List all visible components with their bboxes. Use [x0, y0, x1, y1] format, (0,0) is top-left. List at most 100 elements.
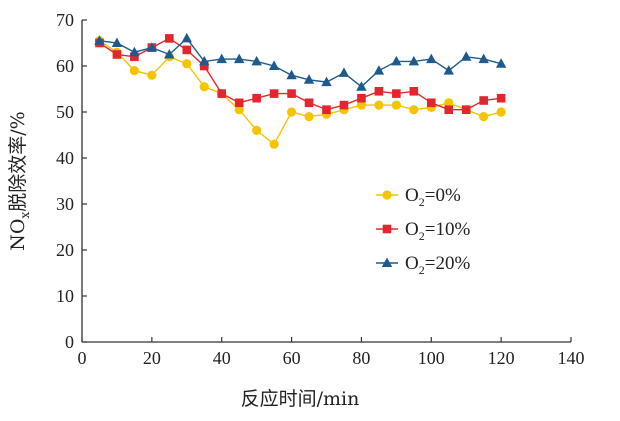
- legend-item: O2=10%: [376, 219, 470, 243]
- data-point-triangle: [94, 35, 105, 45]
- x-axis-title: 反应时间/min: [241, 388, 360, 410]
- x-tick-label: 80: [352, 348, 370, 368]
- series-3: [94, 32, 507, 91]
- legend-label: O2=10%: [405, 219, 470, 243]
- data-point-circle: [234, 105, 244, 115]
- legend-label: O2=20%: [405, 253, 470, 277]
- data-point-square: [130, 52, 139, 62]
- legend-marker: [382, 224, 392, 234]
- data-point-triangle: [268, 60, 280, 70]
- data-point-triangle: [216, 53, 227, 64]
- data-point-triangle: [391, 55, 402, 66]
- data-point-square: [444, 105, 454, 114]
- data-point-square: [252, 93, 261, 103]
- legend-marker: [381, 257, 393, 267]
- legend: O2=0%O2=10%O2=20%: [376, 185, 470, 277]
- data-point-circle: [391, 100, 401, 110]
- data-point-triangle: [338, 67, 350, 77]
- data-point-square: [479, 96, 488, 105]
- data-point-triangle: [321, 76, 332, 87]
- y-tick-label: 0: [65, 332, 74, 352]
- data-point-square: [409, 87, 419, 96]
- x-tick-label: 60: [283, 348, 301, 368]
- axes: 0 20 40 60 80 100 120 140 0 10 20 30 40 50 60 70: [56, 10, 585, 368]
- data-point-triangle: [286, 69, 297, 80]
- data-point-square: [339, 100, 349, 110]
- data-point-circle: [286, 107, 297, 117]
- x-tick-label: 100: [418, 348, 445, 368]
- y-tick-label: 10: [56, 286, 74, 306]
- y-tick-label: 50: [56, 102, 74, 122]
- data-point-square: [496, 93, 506, 103]
- x-tick-label: 120: [488, 348, 515, 368]
- data-point-square: [269, 89, 279, 98]
- data-point-triangle: [199, 55, 210, 66]
- data-point-triangle: [495, 58, 507, 68]
- series-line: [99, 37, 502, 88]
- series-line: [99, 40, 502, 146]
- data-point-square: [199, 61, 209, 71]
- data-point-square: [322, 105, 331, 114]
- legend-label-rest: =10%: [425, 219, 471, 240]
- data-point-square: [426, 98, 436, 108]
- legend-label-main: O: [405, 253, 419, 274]
- y-tick-label: 20: [56, 240, 74, 260]
- x-tick-label: 20: [143, 348, 161, 368]
- data-point-circle: [444, 98, 454, 108]
- data-point-triangle: [373, 65, 385, 75]
- data-point-square: [112, 50, 122, 59]
- data-point-triangle: [146, 42, 158, 52]
- legend-item: O2=0%: [376, 185, 461, 209]
- data-point-triangle: [478, 53, 489, 64]
- data-point-square: [304, 98, 314, 108]
- data-point-triangle: [408, 55, 420, 66]
- legend-label-rest: =20%: [425, 253, 471, 274]
- series-line: [99, 37, 502, 111]
- data-point-triangle: [164, 49, 175, 59]
- y-tick-label: 30: [56, 194, 74, 214]
- y-axis-title-sub: x: [18, 212, 32, 219]
- y-tick-label: 40: [56, 148, 74, 168]
- series-1: [94, 36, 506, 149]
- data-point-circle: [496, 107, 506, 117]
- data-point-triangle: [251, 55, 262, 66]
- legend-label-sub: 2: [419, 229, 425, 243]
- data-point-triangle: [181, 32, 192, 43]
- data-point-circle: [129, 66, 139, 76]
- data-point-square: [165, 34, 174, 43]
- data-point-triangle: [426, 53, 437, 64]
- data-point-square: [234, 98, 244, 108]
- legend-label-sub: 2: [419, 263, 425, 277]
- legend-label-sub: 2: [419, 195, 425, 209]
- y-axis-title-rest: 脱除效率/%: [7, 111, 29, 211]
- data-point-square: [461, 105, 471, 114]
- data-point-circle: [252, 125, 262, 135]
- legend-label-main: O: [405, 185, 419, 206]
- data-point-circle: [199, 82, 209, 92]
- data-point-circle: [147, 70, 157, 80]
- data-point-square: [217, 89, 227, 98]
- series-layer: [94, 32, 507, 149]
- y-tick-label: 70: [56, 10, 74, 30]
- data-point-circle: [304, 112, 314, 122]
- data-point-square: [182, 45, 192, 55]
- legend-marker: [382, 190, 392, 200]
- data-point-circle: [356, 100, 367, 110]
- x-tick-label: 0: [78, 348, 87, 368]
- data-point-circle: [269, 139, 279, 149]
- data-point-triangle: [111, 37, 123, 47]
- legend-label: O2=0%: [405, 185, 461, 209]
- x-tick-label: 140: [558, 348, 585, 368]
- data-point-square: [392, 89, 401, 98]
- data-point-triangle: [461, 51, 472, 61]
- data-point-square: [287, 89, 296, 98]
- series-2: [95, 34, 506, 114]
- y-axis-title-main: NO: [7, 219, 29, 251]
- data-point-triangle: [356, 81, 367, 91]
- data-point-triangle: [303, 74, 315, 84]
- data-point-circle: [182, 59, 192, 69]
- data-point-circle: [374, 100, 384, 110]
- data-point-square: [357, 93, 366, 103]
- data-point-square: [374, 87, 384, 96]
